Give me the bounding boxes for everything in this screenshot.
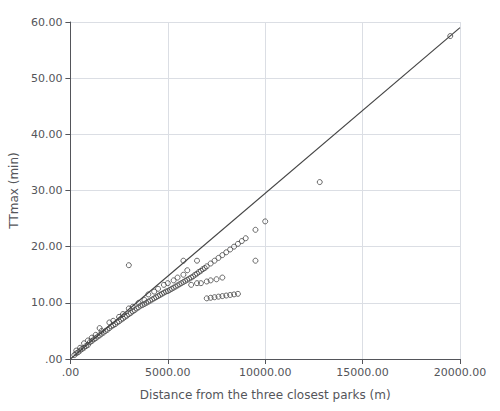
svg-text:TTmax (min): TTmax (min) bbox=[7, 152, 21, 229]
svg-text:10000.00: 10000.00 bbox=[239, 366, 292, 379]
svg-text:60.00: 60.00 bbox=[31, 16, 63, 29]
svg-text:40.00: 40.00 bbox=[31, 128, 63, 141]
svg-text:50.00: 50.00 bbox=[31, 72, 63, 85]
svg-text:Distance from the three closes: Distance from the three closest parks (m… bbox=[140, 388, 391, 402]
svg-text:15000.00: 15000.00 bbox=[336, 366, 389, 379]
svg-text:10.00: 10.00 bbox=[31, 296, 63, 309]
svg-text:20.00: 20.00 bbox=[31, 240, 63, 253]
svg-text:5000.00: 5000.00 bbox=[145, 366, 191, 379]
svg-text:.00: .00 bbox=[62, 366, 80, 379]
svg-text:30.00: 30.00 bbox=[31, 184, 63, 197]
svg-text:.00: .00 bbox=[45, 353, 63, 366]
svg-text:20000.00: 20000.00 bbox=[434, 366, 487, 379]
